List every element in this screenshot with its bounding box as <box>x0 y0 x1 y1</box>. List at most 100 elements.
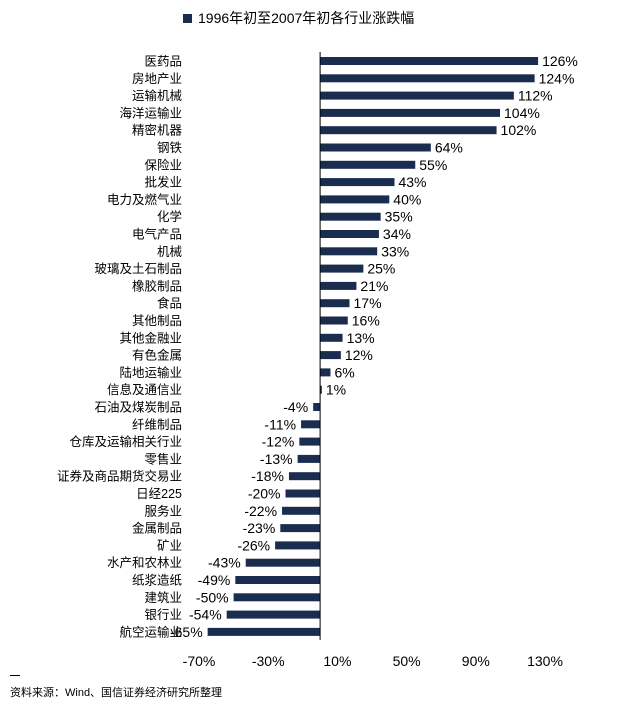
bar <box>320 74 535 83</box>
data-label: -23% <box>243 520 276 536</box>
data-label: -43% <box>208 555 241 571</box>
category-label: 海洋运输业 <box>119 105 182 120</box>
bar <box>320 351 341 360</box>
data-label: -54% <box>189 607 222 623</box>
bar <box>320 247 378 256</box>
category-label: 医药品 <box>144 55 182 69</box>
category-label: 仓库及运输相关行业 <box>69 434 182 449</box>
bar <box>275 541 321 550</box>
category-label: 矿业 <box>157 539 182 553</box>
bar <box>301 420 321 429</box>
data-label: 16% <box>352 313 380 329</box>
bar <box>245 558 321 567</box>
data-label: 34% <box>383 226 411 242</box>
x-tick-label: -70% <box>183 653 216 669</box>
bar <box>320 333 343 342</box>
bar <box>235 576 321 584</box>
category-label: 房地产业 <box>132 71 182 86</box>
data-label: 33% <box>381 243 409 259</box>
data-label: -65% <box>170 624 203 640</box>
bar <box>320 281 357 290</box>
bar <box>320 126 497 135</box>
bar <box>288 472 321 481</box>
bar <box>320 143 431 152</box>
bar <box>320 299 350 308</box>
data-label: -50% <box>196 589 229 605</box>
source-rule <box>10 675 20 676</box>
data-label: 25% <box>367 261 395 277</box>
category-label: 玻璃及土石制品 <box>94 262 182 276</box>
category-label: 保险业 <box>144 157 182 172</box>
category-label: 其他制品 <box>132 314 182 328</box>
legend-swatch <box>183 13 192 23</box>
bar <box>285 489 321 498</box>
category-label: 精密机器 <box>132 123 183 138</box>
legend-label: 1996年初至2007年初各行业涨跌幅 <box>198 10 415 26</box>
category-label: 食品 <box>157 296 182 311</box>
bar <box>299 437 321 446</box>
data-label: -18% <box>251 468 284 484</box>
category-label: 证券及商品期货交易业 <box>57 469 182 484</box>
bar <box>320 195 390 204</box>
bar <box>280 524 321 533</box>
bar <box>297 454 321 463</box>
source-note: 资料来源：Wind、国信证券经济研究所整理 <box>10 687 223 699</box>
data-label: -11% <box>264 416 296 432</box>
category-label: 信息及通信业 <box>107 382 182 397</box>
data-label: 40% <box>393 191 421 207</box>
legend: 1996年初至2007年初各行业涨跌幅 <box>183 8 414 28</box>
category-label: 水产和农林业 <box>107 556 182 570</box>
category-label: 有色金属 <box>132 348 182 363</box>
category-label: 化学 <box>157 209 182 224</box>
category-label: 零售业 <box>144 451 182 466</box>
data-label: 112% <box>518 88 553 104</box>
bar <box>320 264 364 273</box>
category-label: 橡胶制品 <box>132 278 182 293</box>
category-label: 运输机械 <box>132 88 183 103</box>
category-label: 电力及燃气业 <box>107 192 182 207</box>
x-tick-label: 10% <box>323 653 351 669</box>
category-label: 纸浆造纸 <box>132 573 183 588</box>
data-label: 43% <box>398 174 426 190</box>
bar <box>233 593 321 602</box>
bar <box>320 368 331 377</box>
data-label: 13% <box>347 330 375 346</box>
data-label: -49% <box>198 572 231 588</box>
category-label: 纤维制品 <box>132 418 182 432</box>
category-label: 陆地运输业 <box>119 365 182 380</box>
bar <box>282 506 321 515</box>
x-tick-label: 90% <box>462 653 490 669</box>
bar <box>320 108 501 117</box>
category-label: 机械 <box>157 244 183 259</box>
data-label: -22% <box>244 503 277 519</box>
bar <box>320 178 395 187</box>
category-label: 钢铁 <box>157 141 183 155</box>
data-label: -12% <box>262 434 295 450</box>
data-label: -20% <box>248 486 281 502</box>
data-label: 21% <box>360 278 388 294</box>
data-label: -4% <box>283 399 308 415</box>
data-label: 126% <box>542 53 578 69</box>
data-label: 6% <box>334 364 354 380</box>
bar <box>313 403 321 411</box>
bar <box>320 385 322 394</box>
data-label: 17% <box>354 295 382 311</box>
x-tick-label: -30% <box>252 653 285 669</box>
data-label: 104% <box>504 105 540 121</box>
category-label: 金属制品 <box>132 521 182 536</box>
bar <box>320 160 416 169</box>
category-label: 服务业 <box>144 503 182 518</box>
data-label: 1% <box>326 382 346 398</box>
bar <box>320 230 379 238</box>
category-label: 航空运输业 <box>119 624 182 639</box>
category-label: 其他金融业 <box>119 330 182 345</box>
bar <box>320 57 539 65</box>
bar <box>320 212 381 221</box>
data-label: 102% <box>501 122 537 138</box>
data-label: 64% <box>435 140 463 156</box>
category-label: 日经225 <box>136 487 182 501</box>
category-label: 批发业 <box>144 175 182 190</box>
bar <box>320 316 348 325</box>
x-tick-label: 50% <box>393 653 421 669</box>
